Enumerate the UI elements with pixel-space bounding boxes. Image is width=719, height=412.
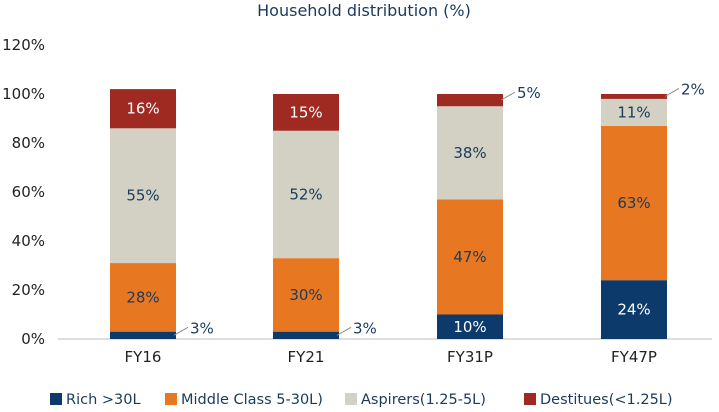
bar-segment: [273, 130, 339, 259]
data-label: 52%: [289, 185, 322, 203]
bar-segment: [437, 94, 503, 107]
x-tick-label: FY21: [288, 348, 325, 366]
data-label: 15%: [289, 103, 322, 121]
data-label: 63%: [617, 194, 650, 212]
leader-line: [664, 88, 680, 97]
data-label: 5%: [517, 84, 541, 102]
legend-label: Middle Class 5-30L): [181, 392, 323, 408]
bar-segment: [110, 89, 176, 129]
bar-segment: [437, 314, 503, 339]
legend-swatch: [524, 393, 536, 405]
x-tick-label: FY31P: [447, 348, 493, 366]
x-axis: FY16 FY21 FY31P FY47P: [125, 348, 657, 366]
chart-title: Household distribution (%): [257, 1, 471, 20]
y-tick-label: 40%: [12, 232, 45, 250]
data-label: 24%: [617, 301, 650, 319]
bar-segment: [273, 331, 339, 339]
x-tick-label: FY47P: [611, 348, 657, 366]
bar-segment: [110, 331, 176, 339]
legend-swatch: [345, 393, 357, 405]
y-tick-label: 120%: [2, 36, 45, 54]
y-tick-label: 80%: [12, 134, 45, 152]
bar-segment: [110, 263, 176, 332]
bar-segment: [437, 106, 503, 200]
legend-label: Rich >30L: [66, 392, 141, 408]
y-tick-label: 60%: [12, 183, 45, 201]
data-label: 11%: [617, 103, 650, 121]
y-axis: 0% 20% 40% 60% 80% 100% 120%: [2, 36, 45, 348]
data-label: 3%: [190, 319, 214, 337]
legend: Rich >30L Middle Class 5-30L) Aspirers(1.2…: [50, 392, 673, 408]
leader-line: [500, 91, 516, 101]
legend-swatch: [50, 393, 62, 405]
bar-segment: [437, 199, 503, 315]
x-tick-label: FY16: [125, 348, 162, 366]
bar-segment: [110, 128, 176, 264]
data-label: 2%: [681, 80, 705, 98]
data-label: 30%: [289, 286, 322, 304]
legend-label: Aspirers(1.25-5L): [361, 392, 486, 408]
bar-segment: [273, 94, 339, 131]
leader-line: [336, 326, 352, 336]
legend-swatch: [165, 393, 177, 405]
data-label: 10%: [453, 318, 486, 336]
data-label: 55%: [126, 187, 159, 205]
data-label: 47%: [453, 248, 486, 266]
bar-segment: [601, 98, 667, 126]
bar-segment: [601, 94, 667, 99]
data-label: 16%: [126, 100, 159, 118]
y-tick-label: 100%: [2, 85, 45, 103]
data-label: 38%: [453, 144, 486, 162]
data-label: 28%: [126, 288, 159, 306]
bar-segment: [601, 125, 667, 281]
y-tick-label: 20%: [12, 281, 45, 299]
data-label: 3%: [353, 319, 377, 337]
legend-label: Destitues(<1.25L): [540, 392, 673, 408]
bar-segment: [601, 280, 667, 339]
y-tick-label: 0%: [21, 330, 45, 348]
leader-line: [173, 326, 189, 336]
bars: 3% 28% 55% 16% 3% 30% 52% 15% 10% 47% 38% 5% 24% 63% 1…: [110, 80, 705, 339]
bar-segment: [273, 258, 339, 332]
